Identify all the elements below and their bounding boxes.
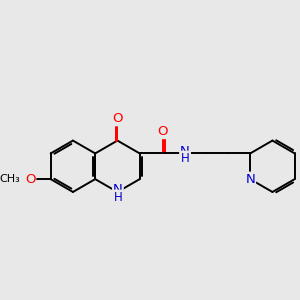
Text: N: N [180,145,190,158]
Text: N: N [113,183,123,196]
Text: O: O [112,112,123,125]
Text: O: O [25,172,35,186]
Text: H: H [113,190,122,204]
Text: H: H [181,152,190,165]
Text: CH₃: CH₃ [0,174,20,184]
Text: N: N [245,172,255,186]
Text: O: O [158,125,168,138]
